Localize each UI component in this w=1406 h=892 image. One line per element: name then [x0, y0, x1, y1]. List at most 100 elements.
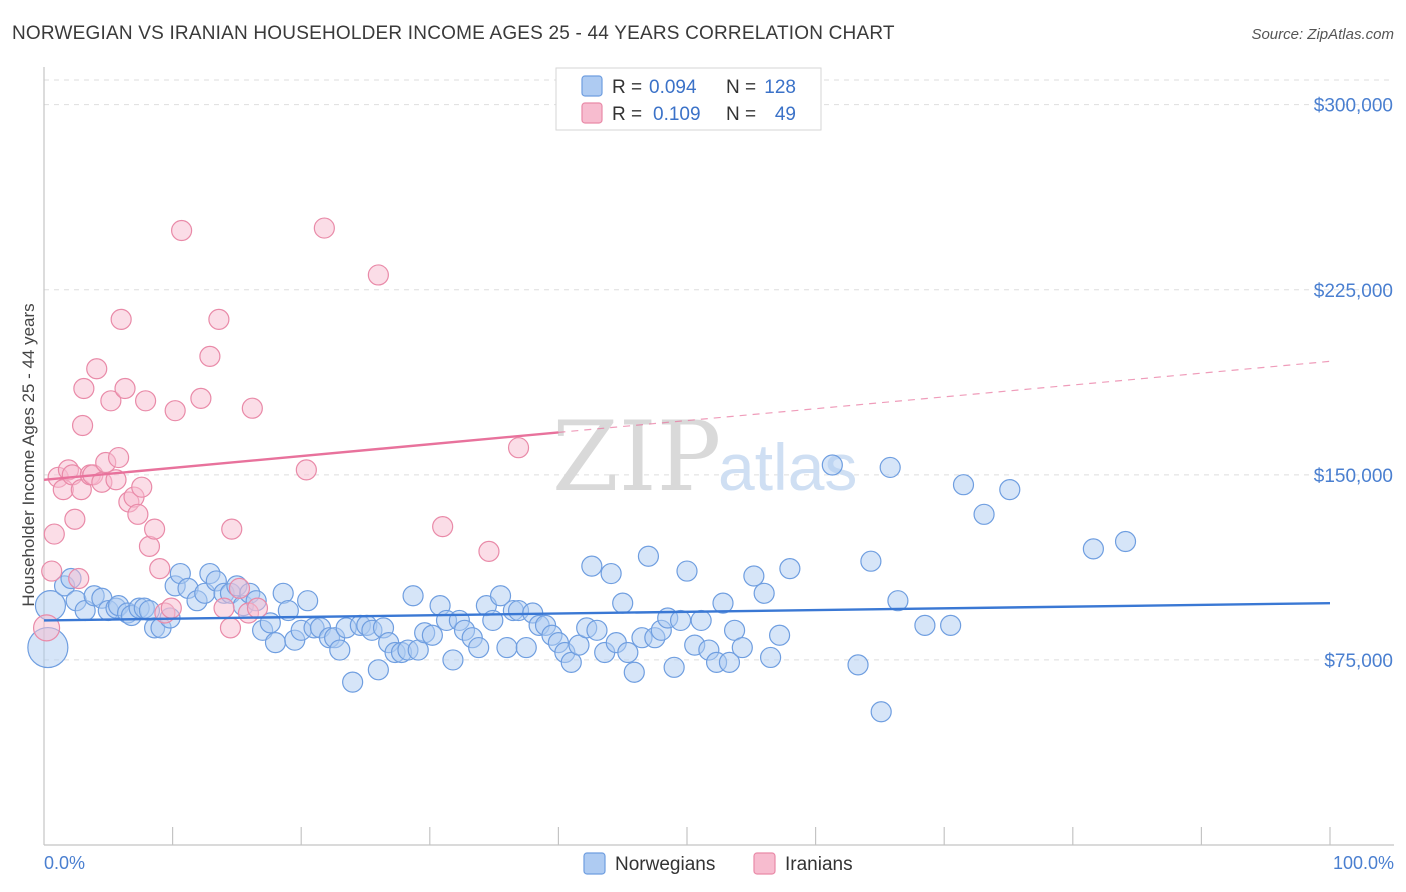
norwegians-point-124: [821, 454, 843, 476]
iranians-point-35: [199, 345, 221, 367]
norwegians-point-96: [663, 656, 685, 678]
norwegians-point-116: [940, 614, 962, 636]
data-points: [27, 217, 1137, 723]
iranians-point-10: [71, 414, 94, 437]
legend-r-value-iranians: 0.109: [653, 104, 701, 125]
iranians-point-14: [86, 358, 108, 380]
norwegians-point-81: [568, 634, 590, 656]
legend-r-value-norwegians: 0.094: [649, 77, 697, 98]
iranians-point-47: [432, 516, 454, 538]
iranians-point-26: [134, 390, 157, 412]
iranians-point-37: [213, 597, 235, 619]
norwegians-point-109: [759, 646, 782, 669]
norwegians-point-104: [718, 651, 741, 673]
iranians-point-38: [221, 518, 243, 540]
gridlines: [44, 79, 1394, 661]
norwegians-point-118: [952, 474, 975, 496]
norwegians-point-59: [421, 624, 443, 646]
x-tick-labels: 0.0% 100.0%: [44, 853, 1394, 873]
iranians-point-8: [68, 567, 90, 590]
chart-title: NORWEGIAN VS IRANIAN HOUSEHOLDER INCOME …: [12, 23, 895, 44]
norwegians-point-70: [496, 636, 518, 659]
norwegians-point-108: [753, 582, 775, 604]
series-iranians: [32, 217, 530, 642]
norwegians-point-107: [743, 565, 765, 587]
norwegians-point-83: [581, 555, 603, 577]
iranians-point-41: [241, 397, 263, 419]
norwegians-point-105: [723, 619, 746, 641]
y-tick-label-3: $300,000: [1314, 96, 1393, 117]
iranians-point-29: [149, 558, 171, 580]
bottom-legend-label-norwegians: Norwegians: [615, 854, 715, 875]
x-tick-min: 0.0%: [44, 853, 85, 873]
y-axis-label: Householder Income Ages 25 - 44 years: [19, 303, 38, 606]
norwegians-point-112: [847, 654, 869, 676]
iranians-point-2: [43, 523, 65, 545]
legend-n-label-iranians: N =: [726, 104, 756, 125]
norwegians-point-39: [297, 590, 319, 612]
iranians-point-42: [246, 597, 269, 619]
norwegians-point-117: [879, 456, 901, 479]
y-tick-label-1: $150,000: [1314, 466, 1393, 487]
norwegians-point-80: [560, 651, 582, 673]
iranians-point-25: [131, 476, 153, 498]
norwegians-point-88: [612, 592, 634, 614]
bottom-legend-swatch-norwegians: [583, 852, 606, 875]
legend-r-label-iranians: R =: [612, 104, 642, 125]
norwegians-point-119: [999, 479, 1021, 501]
iranians-point-48: [478, 540, 500, 562]
legend-swatch-norwegians: [581, 75, 603, 97]
norwegians-point-34: [264, 632, 287, 654]
norwegians-point-44: [329, 639, 351, 661]
norwegians-point-111: [779, 558, 801, 580]
bottom-legend-swatch-iranians: [753, 852, 776, 875]
norwegians-point-90: [623, 661, 645, 683]
norwegians-point-62: [442, 649, 464, 671]
iranians-point-43: [295, 459, 317, 481]
norwegians-point-36: [277, 599, 299, 622]
norwegians-point-103: [712, 592, 734, 614]
iranians-point-1: [41, 560, 63, 582]
y-tick-label-0: $75,000: [1324, 651, 1393, 672]
norwegians-point-98: [676, 560, 698, 582]
norwegians-point-46: [342, 671, 364, 693]
norwegians-point-73: [515, 636, 537, 659]
norwegians-point-66: [468, 636, 490, 659]
norwegians-point-89: [617, 641, 639, 664]
norwegians-point-121: [870, 701, 892, 723]
norwegians-point-110: [768, 624, 791, 646]
norwegians-trend-line: [43, 601, 1331, 622]
iranians-point-11: [73, 377, 95, 400]
iranians-point-32: [164, 400, 186, 422]
iranians-trend-line: [43, 431, 559, 481]
iranians-point-44: [313, 217, 335, 239]
norwegians-point-122: [1082, 538, 1104, 560]
norwegians-point-123: [1114, 530, 1137, 553]
iranians-point-34: [190, 387, 212, 409]
iranians-point-24: [127, 503, 149, 525]
trend-lines: [43, 360, 1331, 622]
norwegians-point-92: [637, 545, 660, 567]
iranians-point-33: [171, 219, 193, 242]
iranians-point-46: [367, 264, 389, 286]
axes: [43, 67, 1394, 846]
chart-source: Source: ZipAtlas.com: [1251, 26, 1394, 43]
norwegians-point-114: [887, 590, 909, 612]
iranians-point-28: [143, 518, 166, 540]
iranians-point-20: [110, 308, 132, 330]
norwegians-point-86: [600, 562, 622, 585]
legend-n-value-norwegians: 128: [764, 77, 796, 98]
iranians-point-19: [107, 446, 130, 469]
norwegians-point-69: [489, 585, 512, 607]
norwegians-point-106: [731, 636, 753, 659]
norwegians-point-56: [402, 585, 424, 607]
legend-swatch-iranians: [581, 102, 603, 124]
bottom-legend-label-iranians: Iranians: [785, 854, 853, 875]
y-tick-labels: $75,000 $150,000 $225,000 $300,000: [1314, 96, 1393, 672]
norwegians-point-84: [586, 619, 608, 641]
iranians-point-17: [100, 390, 122, 412]
norwegians-point-50: [367, 659, 389, 681]
norwegians-point-113: [860, 550, 882, 572]
watermark: ZIP atlas: [552, 401, 857, 513]
